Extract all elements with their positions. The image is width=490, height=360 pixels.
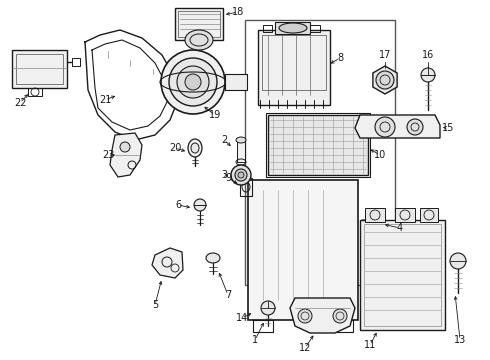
Ellipse shape: [194, 199, 206, 211]
Ellipse shape: [206, 253, 220, 263]
Ellipse shape: [450, 253, 466, 269]
Ellipse shape: [421, 68, 435, 82]
Text: 13: 13: [454, 335, 466, 345]
Bar: [72, 58, 80, 66]
Ellipse shape: [169, 58, 217, 106]
Polygon shape: [355, 115, 440, 138]
Bar: [240, 178, 252, 196]
Ellipse shape: [191, 143, 199, 153]
Text: 12: 12: [299, 343, 311, 353]
Bar: [395, 208, 415, 222]
Polygon shape: [373, 66, 397, 94]
Ellipse shape: [188, 139, 202, 157]
Text: 14: 14: [236, 313, 248, 323]
Bar: [237, 140, 245, 162]
Ellipse shape: [231, 165, 251, 185]
Text: 7: 7: [225, 290, 231, 300]
Text: 23: 23: [102, 150, 114, 160]
Text: 6: 6: [175, 200, 181, 210]
Text: 16: 16: [422, 50, 434, 60]
Bar: [420, 208, 438, 222]
Bar: [262, 35, 326, 90]
Bar: [175, 8, 223, 40]
Text: 5: 5: [152, 300, 158, 310]
Text: 10: 10: [374, 150, 386, 160]
Bar: [360, 220, 445, 330]
Bar: [248, 180, 358, 320]
Ellipse shape: [120, 142, 130, 152]
Polygon shape: [258, 30, 330, 105]
Text: 2: 2: [221, 135, 227, 145]
Ellipse shape: [185, 74, 201, 90]
Polygon shape: [290, 298, 355, 333]
Text: 21: 21: [99, 95, 111, 105]
Ellipse shape: [333, 309, 347, 323]
Ellipse shape: [161, 50, 225, 114]
Text: 4: 4: [397, 223, 403, 233]
Text: 17: 17: [379, 50, 391, 60]
Text: 20: 20: [169, 143, 181, 153]
Ellipse shape: [185, 30, 213, 50]
Ellipse shape: [261, 301, 275, 315]
Bar: [275, 22, 310, 34]
Bar: [28, 88, 42, 96]
Text: 11: 11: [364, 340, 376, 350]
Polygon shape: [110, 133, 142, 177]
Ellipse shape: [236, 137, 246, 143]
Bar: [268, 115, 368, 175]
Text: 1: 1: [252, 335, 258, 345]
Text: 8: 8: [337, 53, 343, 63]
Polygon shape: [152, 248, 183, 278]
Bar: [266, 113, 370, 177]
Text: 18: 18: [232, 7, 244, 17]
Bar: [12, 50, 67, 88]
Ellipse shape: [375, 117, 395, 137]
Bar: [225, 74, 247, 90]
Text: 22: 22: [14, 98, 26, 108]
Ellipse shape: [376, 71, 394, 89]
Bar: [245, 20, 395, 285]
Bar: [364, 224, 441, 326]
Text: 9: 9: [225, 173, 231, 183]
Ellipse shape: [177, 66, 209, 98]
Ellipse shape: [407, 119, 423, 135]
Bar: [253, 320, 273, 332]
Bar: [178, 11, 220, 37]
Bar: [333, 320, 353, 332]
Text: 3: 3: [221, 170, 227, 180]
Bar: [16, 54, 63, 84]
Text: 15: 15: [442, 123, 454, 133]
Text: 19: 19: [209, 110, 221, 120]
Bar: [365, 208, 385, 222]
Ellipse shape: [235, 169, 247, 181]
Ellipse shape: [238, 172, 244, 178]
Ellipse shape: [279, 23, 307, 33]
Ellipse shape: [298, 309, 312, 323]
